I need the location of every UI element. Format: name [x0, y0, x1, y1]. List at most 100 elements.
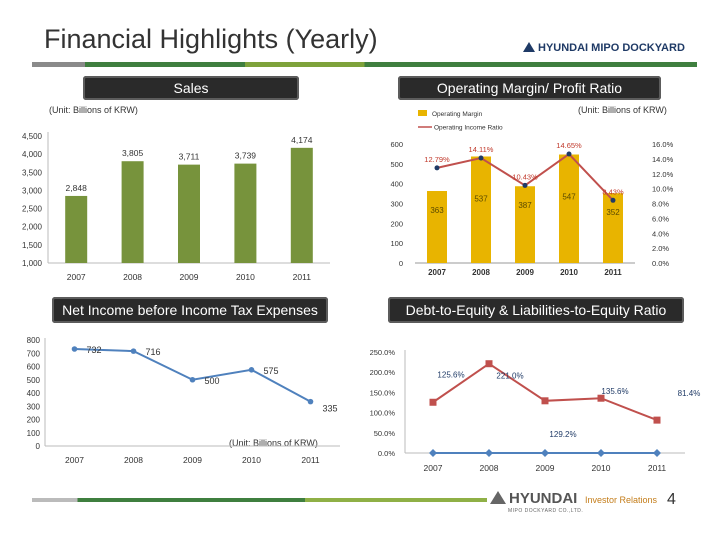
- debt-equity-y-tick-label: 150.0%: [370, 388, 396, 397]
- operating-ratio-label: 14.65%: [556, 141, 582, 150]
- debt-equity-y-tick-label: 200.0%: [370, 368, 396, 377]
- net-income-y-tick-label: 500: [27, 376, 41, 385]
- debt-equity-point: [597, 449, 605, 457]
- hyundai-logo-icon: [523, 42, 535, 52]
- net-income-x-tick-label: 2008: [124, 455, 143, 465]
- operating-x-tick-label: 2010: [560, 268, 578, 277]
- page-title: Financial Highlights (Yearly): [44, 24, 378, 54]
- liabilities-equity-value-label: 221.0%: [496, 372, 523, 381]
- debt-equity-x-tick-label: 2008: [480, 463, 499, 473]
- sales-value-label: 2,848: [66, 183, 88, 193]
- debt-equity-y-tick-label: 0.0%: [378, 449, 395, 458]
- debt-equity-x-tick-label: 2011: [648, 463, 667, 473]
- operating-left-tick-label: 100: [390, 239, 403, 248]
- sales-y-tick-label: 4,500: [22, 132, 43, 141]
- operating-ratio-point: [478, 155, 484, 161]
- debt-equity-point: [429, 449, 437, 457]
- net-income-x-tick-label: 2010: [242, 455, 261, 465]
- operating-right-tick-label: 14.0%: [652, 155, 674, 164]
- liabilities-equity-value-label: 125.6%: [437, 370, 464, 379]
- operating-ratio-point: [610, 197, 616, 203]
- operating-left-tick-label: 400: [390, 180, 403, 189]
- net-income-chart-title: Net Income before Income Tax Expenses: [52, 297, 328, 323]
- net-income-chart: 0 100 200 300 400 500 600 700 800 2007 2008 2009 201…: [27, 336, 340, 465]
- sales-value-label: 3,805: [122, 148, 144, 158]
- sales-chart-title: Sales: [83, 76, 299, 100]
- net-income-point: [71, 346, 78, 352]
- sales-y-tick-label: 1,000: [22, 259, 43, 268]
- footer-brand-name: HYUNDAI: [509, 490, 578, 507]
- debt-equity-y-tick-label: 50.0%: [374, 429, 396, 438]
- net-income-point: [307, 398, 314, 405]
- sales-x-tick-label: 2011: [293, 272, 312, 282]
- debt-equity-x-tick-label: 2009: [536, 463, 555, 473]
- sales-bar: [65, 195, 88, 263]
- footer-brand-sub: MIPO DOCKYARD CO.,LTD.: [508, 508, 584, 514]
- debt-equity-x-tick-label: 2010: [592, 463, 611, 473]
- sales-y-tick-label: 3,500: [22, 168, 43, 177]
- debt-equity-y-tick-label: 100.0%: [370, 409, 396, 418]
- net-income-y-tick-label: 400: [27, 389, 41, 398]
- sales-x-tick-label: 2007: [67, 272, 86, 282]
- footer-brand: HYUNDAI: [490, 490, 577, 507]
- hyundai-footer-logo-icon: [490, 491, 506, 504]
- operating-bar: [471, 156, 491, 263]
- net-income-x-tick-label: 2011: [301, 455, 320, 465]
- sales-x-tick-label: 2010: [236, 272, 255, 282]
- operating-left-tick-label: 200: [390, 219, 403, 228]
- net-income-point: [130, 348, 137, 354]
- sales-y-tick-label: 2,000: [22, 223, 43, 232]
- operating-right-tick-label: 8.0%: [652, 200, 669, 209]
- operating-left-tick-label: 500: [390, 160, 403, 169]
- debt-equity-point: [653, 449, 661, 457]
- investor-relations-label: Investor Relations: [585, 495, 658, 505]
- net-income-y-tick-label: 100: [27, 429, 41, 438]
- brand-name: HYUNDAI MIPO DOCKYARD: [538, 42, 685, 54]
- operating-legend-swatch-margin: [418, 110, 427, 116]
- liabilities-equity-point: [485, 360, 493, 368]
- net-income-x-tick-label: 2009: [183, 455, 202, 465]
- operating-right-tick-label: 0.0%: [652, 259, 669, 268]
- net-income-y-tick-label: 800: [27, 336, 41, 345]
- net-income-point: [189, 376, 196, 383]
- operating-x-tick-label: 2007: [428, 268, 446, 277]
- operating-right-tick-label: 16.0%: [652, 140, 674, 149]
- liabilities-equity-point: [429, 398, 437, 406]
- sales-value-label: 3,711: [179, 152, 200, 162]
- net-income-y-tick-label: 300: [27, 402, 41, 411]
- net-income-unit-label: (Unit: Billions of KRW): [229, 438, 318, 448]
- sales-bar: [290, 147, 313, 263]
- net-income-value-label: 575: [264, 366, 279, 376]
- sales-y-tick-label: 1,500: [22, 241, 43, 250]
- sales-value-label: 3,739: [235, 151, 257, 161]
- operating-bar-value-label: 387: [518, 201, 532, 210]
- sales-value-label: 4,174: [291, 135, 313, 145]
- sales-bar: [121, 161, 144, 263]
- net-income-y-tick-label: 700: [27, 349, 41, 358]
- net-income-value-label: 732: [87, 345, 102, 355]
- operating-right-tick-label: 4.0%: [652, 229, 669, 238]
- brand-logo: HYUNDAI MIPO DOCKYARD: [523, 42, 685, 54]
- debt-equity-point: [541, 449, 549, 457]
- sales-x-tick-label: 2009: [180, 272, 199, 282]
- sales-unit-label: (Unit: Billions of KRW): [49, 105, 138, 115]
- liabilities-equity-value-label: 81.4%: [678, 389, 701, 398]
- operating-left-tick-label: 0: [399, 259, 403, 268]
- page-number: 4: [667, 491, 676, 508]
- operating-bar-value-label: 547: [562, 193, 576, 202]
- net-income-value-label: 716: [146, 347, 161, 357]
- title-divider: [32, 62, 697, 67]
- sales-y-tick-label: 2,500: [22, 205, 43, 214]
- liabilities-equity-point: [653, 416, 661, 424]
- operating-bar: [603, 193, 623, 263]
- operating-ratio-point: [434, 165, 440, 171]
- operating-bar-value-label: 363: [430, 206, 444, 215]
- debt-equity-x-tick-label: 2007: [424, 463, 443, 473]
- liabilities-equity-value-label: 129.2%: [549, 430, 576, 439]
- operating-bar: [515, 186, 535, 263]
- operating-chart: Operating Margin Operating Income Ratio 0 1…: [390, 110, 674, 277]
- operating-bar: [559, 154, 579, 263]
- operating-x-tick-label: 2011: [604, 268, 622, 277]
- operating-ratio-label: 14.11%: [469, 145, 494, 154]
- footer-divider: [32, 498, 487, 502]
